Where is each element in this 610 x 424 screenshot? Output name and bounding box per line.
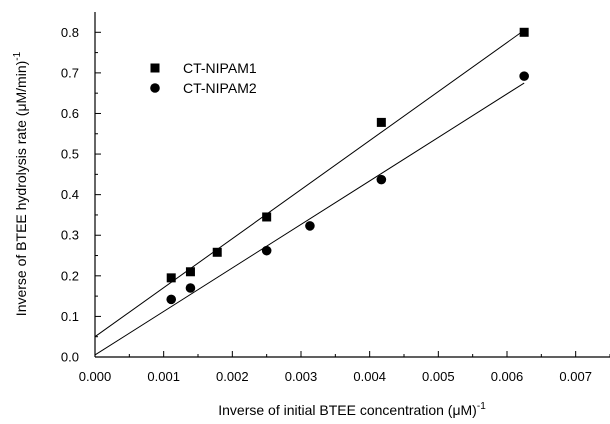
y-tick-label: 0.3 <box>61 228 79 243</box>
data-point-circle <box>376 174 387 185</box>
legend: CT-NIPAM1 CT-NIPAM2 <box>150 60 257 96</box>
y-tick-label: 0.4 <box>61 187 79 202</box>
x-tick-label: 0.006 <box>491 369 524 384</box>
y-tick-label: 0.8 <box>61 25 79 40</box>
y-axis-title: Inverse of BTEE hydrolysis rate (μM/min)… <box>12 51 29 316</box>
legend-label: CT-NIPAM1 <box>183 60 257 76</box>
x-tick-label: 0.004 <box>353 369 386 384</box>
data-point-circle <box>261 245 272 256</box>
data-point-square <box>166 273 176 283</box>
x-tick-label: 0.002 <box>216 369 249 384</box>
x-axis-title-exponent: -1 <box>477 401 486 412</box>
data-point-square <box>519 27 529 37</box>
data-point-circle <box>519 71 529 81</box>
y-axis-title-text: Inverse of BTEE hydrolysis rate (μM/min) <box>13 61 29 316</box>
x-tick-label: 0.000 <box>79 369 112 384</box>
legend-marker <box>150 83 160 93</box>
y-tick-label: 0.5 <box>61 147 79 162</box>
x-axis-title: Inverse of initial BTEE concentration (μ… <box>218 401 486 418</box>
fit-line <box>94 82 525 356</box>
data-point-square <box>212 247 222 257</box>
y-tick-label: 0.6 <box>61 106 79 121</box>
x-axis-title-text: Inverse of initial BTEE concentration (μ… <box>218 402 477 418</box>
x-tick-label: 0.003 <box>285 369 318 384</box>
data-point-square <box>376 117 386 127</box>
y-tick-label: 0.7 <box>61 65 79 80</box>
y-tick-label: 0.2 <box>61 268 79 283</box>
data-point-circle <box>185 283 196 293</box>
data-point-circle <box>166 294 177 305</box>
x-tick-label: 0.001 <box>147 369 180 384</box>
fit-line <box>94 29 525 338</box>
data-point-square <box>262 212 272 222</box>
fit-lines <box>94 29 525 356</box>
x-tick-label: 0.005 <box>422 369 455 384</box>
legend-label: CT-NIPAM2 <box>183 80 257 96</box>
data-points <box>166 27 529 305</box>
data-point-circle <box>305 221 315 231</box>
x-tick-label: 0.007 <box>559 369 592 384</box>
y-axis-title-exponent: -1 <box>12 51 23 60</box>
data-point-square <box>185 267 195 277</box>
y-tick-label: 0.1 <box>61 309 79 324</box>
axes: 0.0 0.1 0.2 0.3 0.4 0.5 0.6 0.7 0.8 0.000 0.001 0.0… <box>61 12 610 384</box>
y-tick-label: 0.0 <box>61 350 79 365</box>
axis-titles: Inverse of initial BTEE concentration (μ… <box>12 51 486 418</box>
legend-marker <box>150 63 160 73</box>
